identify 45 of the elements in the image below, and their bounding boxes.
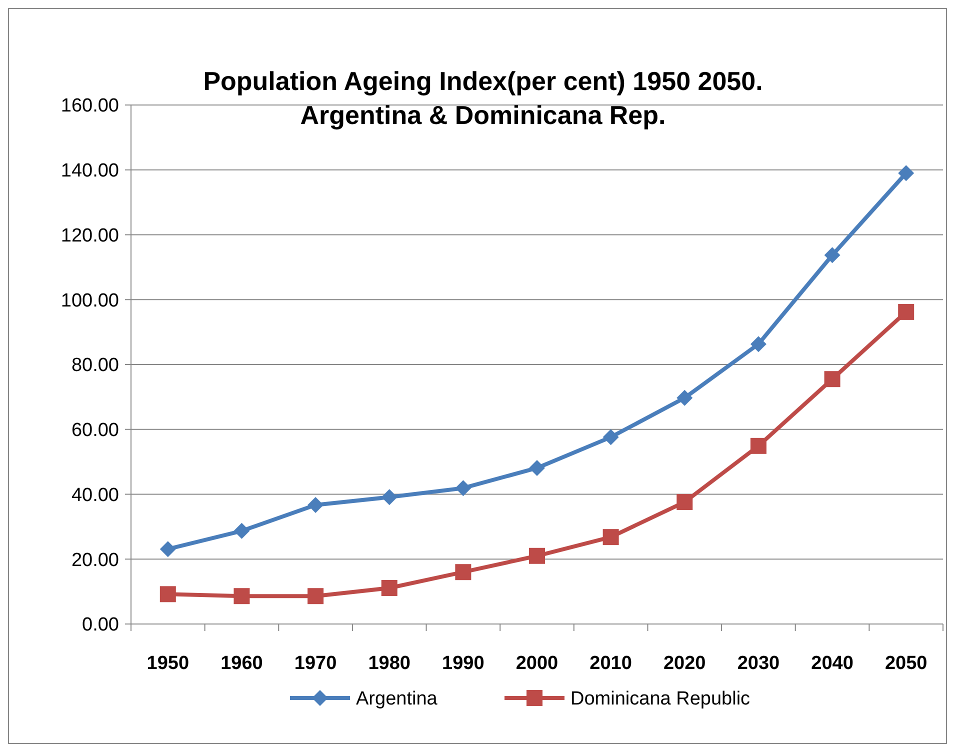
point (676, 494, 693, 510)
x-tick-label: 2020 (663, 653, 706, 674)
legend-label: Dominicana Republic (570, 688, 750, 710)
chart-title: Population Ageing Index(per cent) 1950 2050. Argentina & Dominicana Rep. (203, 66, 763, 130)
point (455, 564, 472, 580)
point (824, 247, 840, 264)
y-tick-label: 100.00 (60, 290, 119, 312)
point (234, 522, 250, 539)
x-tick-label: 1960 (220, 653, 263, 674)
x-tick-label: 2030 (737, 653, 780, 674)
x-tick-label: 1980 (368, 653, 411, 674)
point (455, 480, 472, 496)
point (381, 580, 398, 596)
x-tick-label: 1950 (146, 653, 190, 674)
point (529, 460, 545, 476)
point (529, 548, 545, 564)
point (750, 336, 766, 352)
point (824, 371, 840, 388)
y-tick-label: 120.00 (60, 225, 119, 246)
y-tick-label: 20.00 (71, 550, 119, 571)
x-tick-label: 2010 (590, 653, 632, 674)
y-tick-label: 160.00 (60, 96, 119, 117)
x-tick-label: 1970 (294, 653, 337, 674)
x-tick-label: 1990 (442, 653, 484, 674)
point (602, 429, 619, 446)
x-tick-label: 2050 (884, 653, 928, 674)
y-tick-label: 60.00 (71, 420, 119, 442)
point (160, 541, 176, 558)
point (898, 165, 914, 182)
point (602, 529, 619, 546)
x-tick-label: 2000 (516, 653, 558, 674)
x-tick-label: 2040 (811, 653, 854, 674)
point (676, 390, 693, 406)
y-tick-label: 140.00 (60, 160, 119, 182)
point (234, 588, 250, 604)
legend-label: Argentina (356, 688, 438, 710)
point (750, 438, 766, 454)
point (308, 496, 324, 513)
y-tick-label: 40.00 (71, 484, 119, 506)
point (898, 304, 914, 320)
y-tick-label: 80.00 (71, 355, 119, 376)
point (381, 489, 398, 506)
point (308, 588, 324, 604)
point (160, 586, 176, 602)
y-tick-label: 0.00 (82, 614, 119, 636)
